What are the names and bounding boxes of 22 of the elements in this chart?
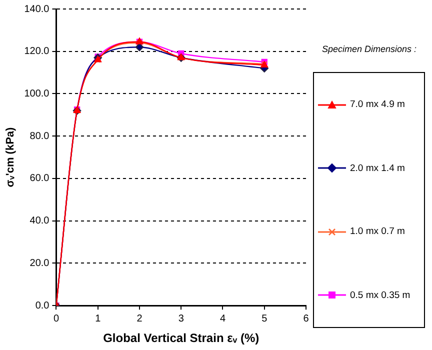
y-tick-label: 80.0 bbox=[30, 130, 50, 142]
y-tick-label: 120.0 bbox=[24, 46, 50, 58]
y-tick-label: 60.0 bbox=[30, 173, 50, 184]
y-axis-title: σᵥ'cm (kPa) bbox=[4, 126, 17, 188]
legend-label: 1.0 mx 0.7 m bbox=[350, 226, 405, 238]
x-axis-title: Global Vertical Strain εᵥ (%) bbox=[103, 331, 260, 346]
x-tick-label: 0 bbox=[53, 313, 60, 324]
y-tick-label: 140.0 bbox=[24, 4, 50, 15]
x-tick-label: 6 bbox=[303, 313, 310, 324]
y-tick-label: 40.0 bbox=[30, 216, 50, 227]
y-tick-label: 100.0 bbox=[24, 88, 50, 100]
y-tick-label: 20.0 bbox=[30, 258, 50, 269]
legend-label: 0.5 mx 0.35 m bbox=[350, 290, 410, 301]
y-tick-label: 0.0 bbox=[35, 300, 50, 312]
legend-title: Specimen Dimensions : bbox=[322, 44, 417, 54]
legend-label: 7.0 mx 4.9 m bbox=[350, 99, 405, 110]
x-tick-label: 1 bbox=[95, 313, 102, 324]
x-tick-label: 2 bbox=[136, 313, 143, 324]
x-tick-label: 5 bbox=[262, 313, 268, 324]
legend-label: 2.0 mx 1.4 m bbox=[350, 162, 405, 174]
x-tick-label: 4 bbox=[220, 313, 226, 324]
x-tick-label: 3 bbox=[178, 313, 184, 324]
